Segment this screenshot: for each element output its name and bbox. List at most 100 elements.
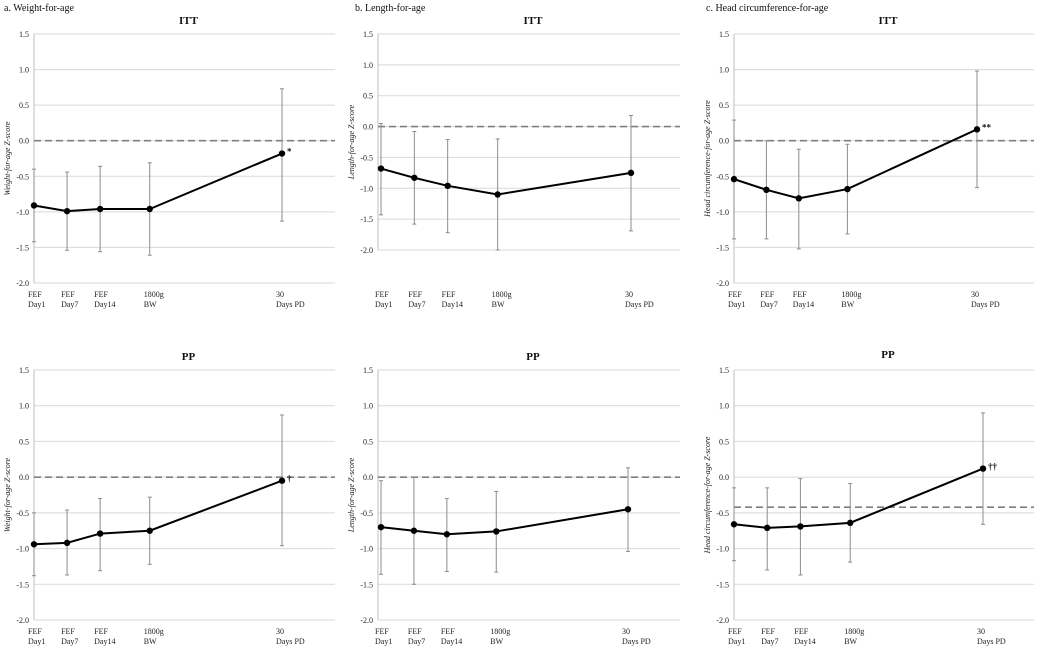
- x-category-label: FEF: [794, 627, 808, 636]
- x-category-label: 30: [276, 290, 284, 299]
- x-category-label: FEF: [94, 627, 108, 636]
- chart-b-itt: 1.5 1.0 0.5 0.0 -0.5 -1.0 -1.5 -2.0 ITT Length-fo…: [347, 15, 680, 309]
- y-tick-label: 1.0: [19, 66, 29, 75]
- y-axis-label: Length-for-age Z-score: [347, 457, 356, 533]
- x-category-label: FEF: [28, 290, 42, 299]
- y-tick-label: -1.5: [360, 580, 373, 589]
- x-category-label: Day7: [408, 300, 425, 309]
- data-point: [278, 150, 286, 157]
- x-category-label: FEF: [728, 290, 742, 299]
- x-category-label: 1800g: [144, 290, 164, 299]
- y-tick-label: -0.5: [360, 509, 373, 518]
- data-point: [411, 174, 418, 181]
- data-point: [63, 207, 71, 215]
- x-category-label: FEF: [442, 290, 456, 299]
- x-category-label: 30: [276, 627, 284, 636]
- x-category-label: FEF: [375, 290, 389, 299]
- x-category-label: Day7: [760, 300, 777, 309]
- chart-title: ITT: [524, 15, 544, 27]
- y-tick-label: 0.5: [719, 437, 729, 446]
- x-category-label: Day14: [94, 300, 115, 309]
- y-tick-label: 1.5: [19, 366, 29, 375]
- x-category-label: Day14: [794, 637, 815, 646]
- y-tick-label: -2.0: [716, 616, 729, 625]
- y-tick-label: 0.0: [719, 137, 729, 146]
- y-tick-label: -1.5: [716, 243, 729, 252]
- y-tick-label: 1.5: [719, 366, 729, 375]
- x-category-label: Day14: [94, 637, 115, 646]
- y-axis-label: Weight-for-age Z-score: [3, 457, 12, 532]
- y-tick-label: -2.0: [360, 616, 373, 625]
- x-category-label: FEF: [28, 627, 42, 636]
- y-tick-label: -0.5: [16, 172, 29, 181]
- significance-annotation: ††: [988, 462, 998, 472]
- x-category-label: FEF: [761, 627, 775, 636]
- x-category-label: Day1: [728, 637, 745, 646]
- data-point: [844, 185, 851, 193]
- y-tick-label: 0.5: [19, 437, 29, 446]
- x-category-label: FEF: [793, 290, 807, 299]
- panel-title-b: b. Length-for-age: [355, 3, 426, 14]
- x-category-label: FEF: [94, 290, 108, 299]
- data-point: [96, 530, 104, 537]
- y-tick-label: 0.5: [363, 92, 373, 101]
- chart-title: ITT: [879, 15, 899, 27]
- chart-title: PP: [182, 351, 196, 363]
- y-tick-label: 0.0: [363, 473, 373, 482]
- y-tick-label: -1.5: [360, 215, 373, 224]
- data-point: [624, 506, 632, 513]
- x-category-label: Day1: [728, 300, 745, 309]
- y-tick-label: -0.5: [16, 509, 29, 518]
- chart-title: PP: [881, 349, 895, 361]
- y-tick-label: 1.5: [363, 30, 373, 39]
- x-category-label: BW: [144, 637, 157, 646]
- x-category-label: BW: [490, 637, 503, 646]
- data-point: [30, 541, 38, 548]
- y-tick-label: 1.5: [363, 366, 373, 375]
- data-point: [278, 477, 286, 484]
- data-point: [973, 126, 981, 133]
- y-tick-label: -2.0: [716, 279, 729, 288]
- panel-title-a: a. Weight-for-age: [4, 3, 74, 14]
- y-tick-label: -1.5: [716, 580, 729, 589]
- y-axis-label: Length-for-age Z-score: [347, 104, 356, 180]
- series-line: [380, 167, 632, 196]
- y-tick-label: -2.0: [16, 279, 29, 288]
- data-point: [627, 169, 635, 177]
- y-tick-label: -2.0: [16, 616, 29, 625]
- y-tick-label: -1.5: [16, 243, 29, 252]
- x-category-label: 30: [977, 627, 985, 636]
- x-category-label: Days PD: [622, 637, 651, 646]
- y-tick-label: 0.0: [363, 123, 373, 132]
- x-category-label: Day14: [442, 300, 463, 309]
- y-tick-label: 0.0: [19, 473, 29, 482]
- y-tick-label: 0.0: [19, 137, 29, 146]
- data-point: [146, 527, 153, 534]
- y-axis-label: Head circumference-for-age Z-score: [703, 436, 712, 554]
- x-category-label: Days PD: [625, 300, 654, 309]
- significance-annotation: *: [287, 147, 292, 157]
- y-tick-label: -2.0: [360, 246, 373, 255]
- x-category-label: FEF: [408, 290, 422, 299]
- significance-annotation: †: [287, 474, 292, 484]
- series-line: [33, 152, 283, 213]
- data-point: [763, 186, 770, 194]
- x-category-label: Day1: [375, 300, 392, 309]
- y-tick-label: 0.5: [363, 437, 373, 446]
- x-category-label: BW: [144, 300, 157, 309]
- x-category-label: 1800g: [844, 627, 864, 636]
- x-category-label: 1800g: [490, 627, 510, 636]
- x-category-label: 30: [625, 290, 633, 299]
- x-category-label: Day1: [28, 637, 45, 646]
- y-tick-label: 1.0: [363, 61, 373, 70]
- data-point: [979, 465, 987, 472]
- y-tick-label: -1.0: [716, 208, 729, 217]
- x-category-label: BW: [841, 300, 854, 309]
- x-category-label: FEF: [441, 627, 455, 636]
- x-category-label: Days PD: [276, 637, 305, 646]
- x-category-label: Day14: [441, 637, 462, 646]
- y-axis-label: Weight-for-age Z-score: [3, 121, 12, 196]
- chart-a-itt: 1.5 1.0 0.5 0.0 -0.5 -1.0 -1.5 -2.0 ITT Weight-fo…: [3, 15, 335, 309]
- x-category-label: FEF: [61, 627, 75, 636]
- data-point: [444, 182, 451, 190]
